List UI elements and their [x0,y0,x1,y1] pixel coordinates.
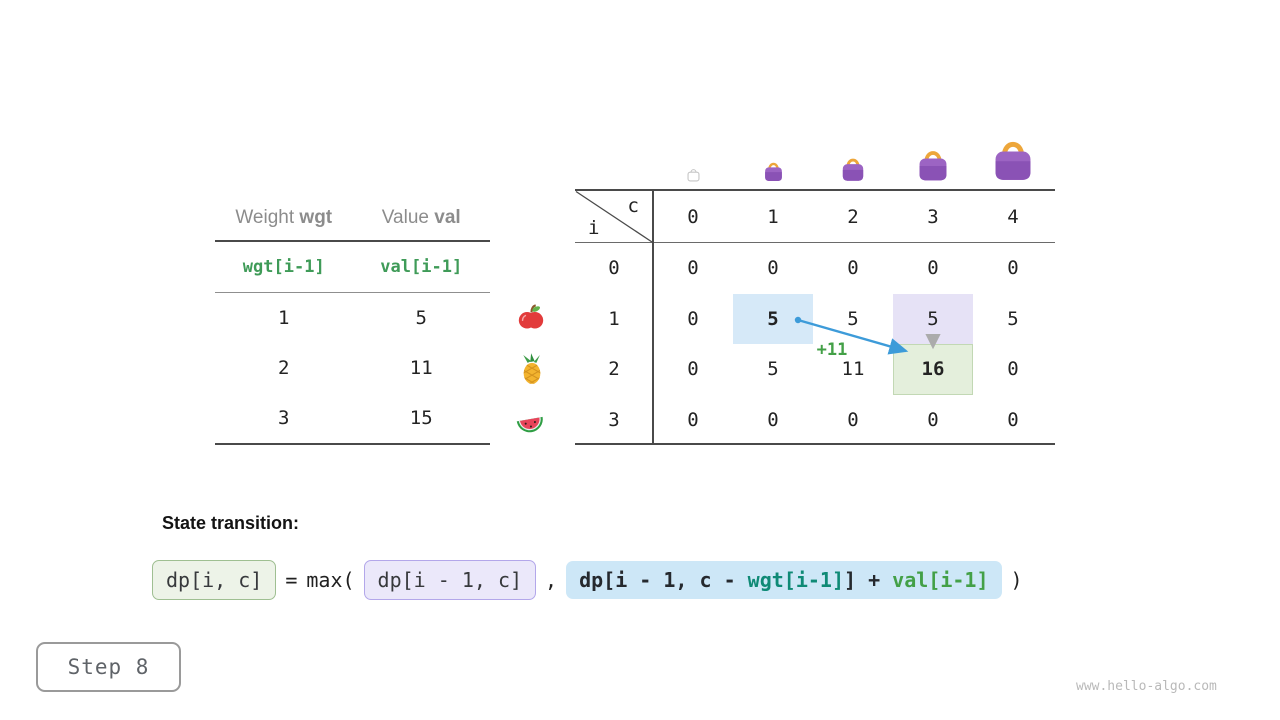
dp-cell-source-highlighted: 5 [733,293,813,344]
dp-cell: 0 [847,408,859,431]
code-divider [215,292,490,293]
value-cell: 15 [409,407,433,429]
val-var-label: val [434,206,461,228]
watermark: www.hello-algo.com [1076,679,1217,694]
weight-value-table: Weight wgt Value val wgt[i-1] val[i-1] 1… [215,195,490,445]
weight-header: Weight wgt [215,195,353,240]
row-header: 0 [608,257,620,280]
dp-corner-cell: c i [575,190,653,243]
formula-arg1-box: dp[i - 1, c] [363,560,537,600]
dp-cell: 0 [927,257,939,280]
weight-cell: 2 [278,357,290,379]
dp-cell: 11 [841,358,865,381]
col-header: 1 [767,205,779,228]
arg2-val: val[i-1] [892,568,989,592]
dp-cell: 0 [767,408,779,431]
formula-arg2-box: dp[i - 1, c - wgt[i-1]] + val[i-1] [566,561,1002,599]
col-header: 4 [1007,205,1019,228]
arg2-part2: ] + [844,568,893,592]
arg2-part1: dp[i - 1, c - [579,568,748,592]
equals-sign: = [285,568,298,592]
dp-cell: 0 [687,408,699,431]
table-row: 1 5 [215,293,490,343]
state-transition-title: State transition: [162,513,300,533]
step-badge: Step 8 [36,642,181,692]
dp-cell: 0 [847,257,859,280]
close-paren: ) [1010,568,1023,592]
table-row: 3 15 [215,393,490,443]
value-cell: 11 [409,357,433,379]
watermelon-icon [513,406,547,441]
col-header: 0 [687,205,699,228]
bag-icon-capacity-1 [763,159,784,187]
dp-table: c i 0 1 2 3 4 0 0 0 0 0 0 1 0 5 5 5 5 2 … [575,190,1053,445]
bag-icon-capacity-0 [686,166,701,187]
row-header: 3 [608,408,620,431]
corner-i-label: i [588,217,600,239]
dp-cell: 0 [927,408,939,431]
col-header: 3 [927,205,939,228]
dp-bottom-border [575,443,1055,445]
wgt-code-label: wgt[i-1] [242,257,325,277]
state-transition-formula: dp[i, c] = max( dp[i - 1, c] , dp[i - 1,… [152,560,1023,600]
dp-cell: 0 [1007,408,1019,431]
dp-cell: 5 [767,358,779,381]
max-open: max( [306,568,355,592]
weight-cell: 1 [278,307,290,329]
pineapple-icon [518,352,546,391]
wgt-var-label: wgt [299,206,333,228]
dp-cell: 0 [1007,257,1019,280]
dp-cell: 0 [767,257,779,280]
dp-cell: 5 [847,307,859,330]
bag-icon-capacity-2 [840,154,866,187]
comma: , [545,568,558,592]
col-header: 2 [847,205,859,228]
weight-cell: 3 [278,407,290,429]
formula-lhs-box: dp[i, c] [152,560,277,600]
table-row: 2 11 [215,343,490,393]
value-header-label: Value [381,206,429,228]
dp-top-border [575,189,1055,191]
weight-header-label: Weight [235,206,295,228]
arg2-wgt: wgt[i-1] [747,568,844,592]
value-cell: 5 [415,307,427,329]
val-code-label: val[i-1] [380,257,463,277]
dp-header-divider [575,242,1055,243]
header-divider [215,240,490,242]
dp-vertical-divider [652,189,654,445]
dp-cell: 0 [687,358,699,381]
dp-cell: 0 [687,307,699,330]
dp-cell: 0 [687,257,699,280]
dp-cell: 5 [1007,307,1019,330]
table-bottom-border [215,443,490,445]
apple-icon [516,302,546,337]
value-header: Value val [353,195,491,240]
corner-c-label: c [627,195,639,217]
dp-cell: 0 [1007,358,1019,381]
bag-icon-capacity-3 [916,145,950,187]
bag-icon-capacity-4 [991,134,1035,187]
row-header: 2 [608,358,620,381]
dp-cell-target-highlighted: 16 [893,344,973,395]
step-label: Step 8 [67,655,150,679]
row-header: 1 [608,307,620,330]
dp-cell-above-highlighted: 5 [893,293,973,344]
